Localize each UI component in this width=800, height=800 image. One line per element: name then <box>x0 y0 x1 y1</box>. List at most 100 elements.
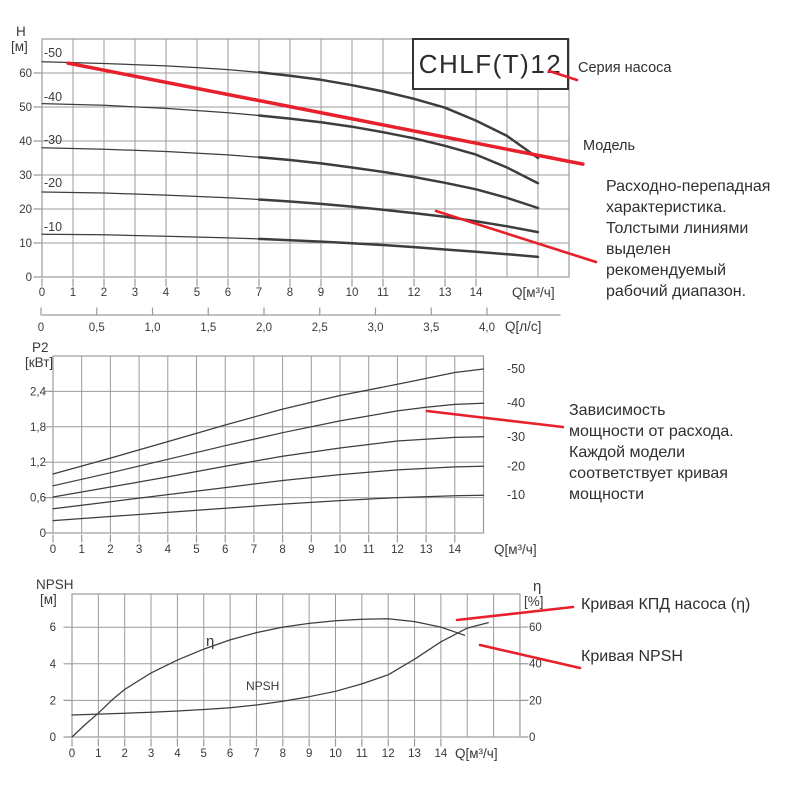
x-tick-label: 12 <box>391 544 404 556</box>
curve-label--30: -30 <box>507 430 525 444</box>
note-line: соответствует кривая <box>569 465 728 482</box>
secondary-tick-label: 0,5 <box>89 322 105 334</box>
x-axis-unit-label: Q[м³/ч] <box>455 746 498 761</box>
pump-series-name: CHLF(T)12 <box>418 48 563 79</box>
y-tick-label: 0,6 <box>30 493 46 505</box>
curve--30 <box>52 436 485 498</box>
model-highlight-line <box>66 61 585 166</box>
secondary-tick-label: 3,5 <box>423 322 439 334</box>
x-tick-label: 3 <box>148 748 154 760</box>
y-tick-label-left: 6 <box>50 622 56 634</box>
secondary-tick-label: 0 <box>38 322 44 334</box>
x-tick-label: 0 <box>50 544 56 556</box>
flow-head-note: Расходно-перепадная характеристика. Толс… <box>606 176 800 302</box>
curve-η <box>71 618 466 738</box>
note-line: Каждой модели <box>569 444 686 461</box>
y-tick-label: 0 <box>40 528 46 540</box>
y-tick-label: 40 <box>19 136 32 148</box>
x-tick-label: 1 <box>95 748 101 760</box>
curve-NPSH <box>71 621 489 716</box>
x-tick-label: 8 <box>279 544 285 556</box>
x-tick-label: 3 <box>136 544 142 556</box>
chart-border <box>41 38 570 278</box>
y-tick-label-right: 20 <box>529 695 542 707</box>
x-tick-label: 14 <box>470 287 483 299</box>
y-tick-label: 1,2 <box>30 457 46 469</box>
curve-label--40: -40 <box>44 90 62 104</box>
x-tick-label: 1 <box>70 287 76 299</box>
curve-bold-segment--40 <box>257 114 540 185</box>
y-axis-unit-right: [%] <box>524 594 544 609</box>
y-tick-label: 10 <box>19 238 32 250</box>
y-tick-label-right: 60 <box>529 622 542 634</box>
y-axis-unit-left: [м] <box>40 592 57 607</box>
x-tick-label: 6 <box>225 287 231 299</box>
curve-bold-segment--30 <box>257 156 540 210</box>
x-tick-label: 11 <box>377 287 389 299</box>
model-callout-label: Модель <box>583 138 636 154</box>
curve--10 <box>52 494 485 522</box>
x-tick-label: 2 <box>101 287 107 299</box>
curve-label--10: -10 <box>507 488 525 502</box>
note-line: выделен <box>606 241 671 258</box>
secondary-tick-label: 1,5 <box>200 322 216 334</box>
leader-flow-head-note <box>434 209 598 264</box>
secondary-tick-label: 3,0 <box>368 322 384 334</box>
x-tick-label: 10 <box>346 287 359 299</box>
x-tick-label: 9 <box>306 748 312 760</box>
curve-label--50: -50 <box>507 362 525 376</box>
x-tick-label: 12 <box>382 748 395 760</box>
x-tick-label: 3 <box>132 287 138 299</box>
curve-bold-segment--50 <box>257 71 540 160</box>
curve--50 <box>52 368 485 475</box>
x-tick-label: 14 <box>448 544 461 556</box>
y-tick-label: 2,4 <box>30 386 47 398</box>
note-line: мощности от расхода. <box>569 423 734 440</box>
y-tick-label: 60 <box>19 68 32 80</box>
y-axis-title-right: η <box>533 578 541 595</box>
curve-bold-segment--20 <box>257 198 540 234</box>
x-tick-label: 7 <box>256 287 262 299</box>
secondary-tick-label: 2,5 <box>312 322 328 334</box>
curve--20 <box>52 465 485 510</box>
y-tick-label: 20 <box>19 204 32 216</box>
efficiency-curve-label: Кривая КПД насоса (η) <box>581 596 751 613</box>
curve-label-η: η <box>206 633 214 650</box>
curve-label--20: -20 <box>44 176 62 190</box>
y-tick-label-left: 2 <box>50 695 56 707</box>
npsh-curve-label: Кривая NPSH <box>581 648 683 665</box>
x-tick-label: 0 <box>39 287 45 299</box>
x-tick-label: 4 <box>174 748 181 760</box>
note-line: рабочий диапазон. <box>606 283 747 300</box>
x-tick-label: 2 <box>107 544 113 556</box>
curve-label-NPSH: NPSH <box>246 679 279 693</box>
pump-series-box: CHLF(T)12 <box>412 38 569 90</box>
y-axis-title-left: NPSH <box>36 577 74 592</box>
y-axis-unit: [м] <box>11 39 28 54</box>
leader-npsh <box>478 643 582 670</box>
note-line: характеристика. <box>606 199 727 216</box>
x-axis-unit-label: Q[м³/ч] <box>512 285 555 300</box>
x-axis-unit-label: Q[м³/ч] <box>494 542 537 557</box>
curve-label--10: -10 <box>44 220 62 234</box>
chart-border <box>52 355 485 534</box>
x-tick-label: 1 <box>78 544 84 556</box>
x-tick-label: 5 <box>201 748 207 760</box>
leader-series <box>547 69 579 82</box>
y-tick-label: 50 <box>19 102 32 114</box>
y-tick-label-right: 0 <box>529 732 535 744</box>
x-tick-label: 8 <box>287 287 293 299</box>
curve-label--50: -50 <box>44 46 62 60</box>
y-tick-label-left: 0 <box>50 732 56 744</box>
curve-label--20: -20 <box>507 459 525 473</box>
x-tick-label: 11 <box>363 544 375 556</box>
leader-power-note <box>425 409 565 429</box>
x-tick-label: 2 <box>121 748 127 760</box>
x-tick-label: 9 <box>318 287 324 299</box>
y-axis-title: P2 <box>32 340 49 355</box>
x-tick-label: 0 <box>69 748 75 760</box>
x-tick-label: 12 <box>408 287 421 299</box>
y-tick-label: 30 <box>19 170 32 182</box>
x-tick-label: 4 <box>165 544 172 556</box>
